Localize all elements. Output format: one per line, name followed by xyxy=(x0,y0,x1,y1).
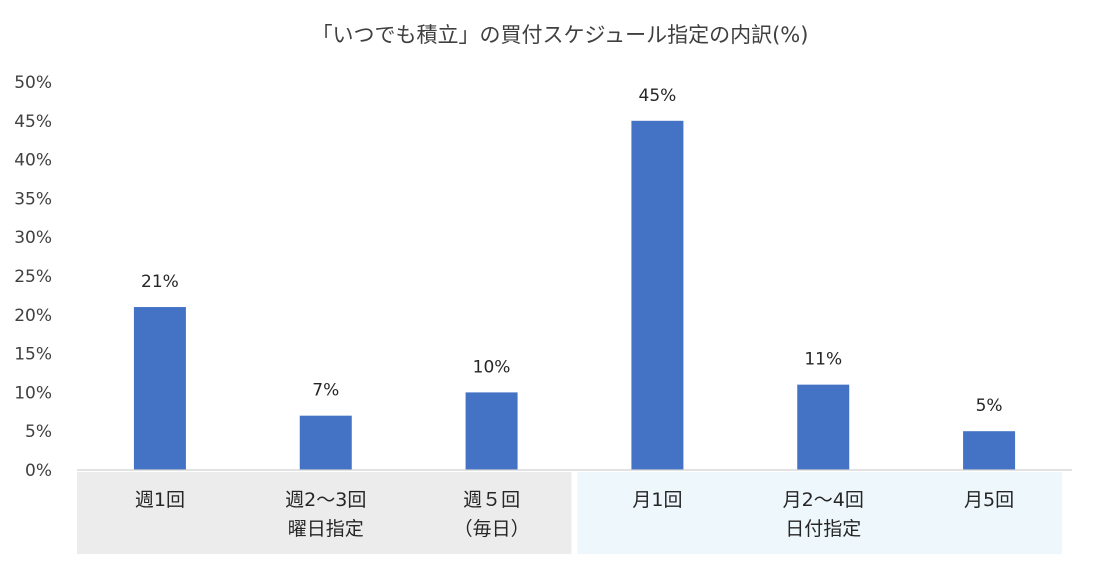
y-tick-label: 15% xyxy=(14,345,52,365)
category-group-panel-1 xyxy=(77,472,572,554)
data-label: 21% xyxy=(141,272,179,292)
category-label: 週2〜3回 xyxy=(285,489,366,511)
chart-title: 「いつでも積立」の買付スケジュール指定の内訳(%) xyxy=(312,23,809,47)
category-label: 月5回 xyxy=(964,489,1014,511)
bar xyxy=(299,415,352,470)
y-tick-label: 10% xyxy=(14,383,52,403)
y-tick-label: 0% xyxy=(25,461,52,481)
category-label: 月2〜4回 xyxy=(783,489,864,511)
data-label: 7% xyxy=(312,381,339,401)
data-label: 5% xyxy=(976,396,1003,416)
y-tick-label: 50% xyxy=(14,73,52,93)
category-label: 週1回 xyxy=(135,489,185,511)
y-tick-label: 5% xyxy=(25,422,52,442)
category-group-panel-2 xyxy=(577,472,1062,554)
y-tick-label: 35% xyxy=(14,189,52,209)
y-tick-label: 40% xyxy=(14,151,52,171)
data-labels: 21% 7% 10% 45% 11% 5% xyxy=(141,86,1003,416)
data-label: 45% xyxy=(639,86,677,106)
bar xyxy=(133,307,186,470)
data-label: 10% xyxy=(473,357,511,377)
category-label: 月1回 xyxy=(632,489,682,511)
y-axis: 0% 5% 10% 15% 20% 25% 30% 35% 40% 45% 50% xyxy=(14,73,52,481)
category-group-backgrounds xyxy=(77,472,1062,554)
category-label: （毎日） xyxy=(454,518,530,540)
category-label: 日付指定 xyxy=(785,518,861,540)
category-label: 曜日指定 xyxy=(288,518,364,540)
category-label: 週５回 xyxy=(463,489,520,511)
y-tick-label: 45% xyxy=(14,112,52,132)
bar xyxy=(631,120,684,471)
bar-series xyxy=(133,120,1016,471)
y-tick-label: 20% xyxy=(14,306,52,326)
y-tick-label: 30% xyxy=(14,228,52,248)
y-tick-label: 25% xyxy=(14,267,52,287)
bar xyxy=(797,384,850,470)
bar xyxy=(963,431,1016,470)
data-label: 11% xyxy=(804,350,842,370)
bar xyxy=(465,392,518,470)
